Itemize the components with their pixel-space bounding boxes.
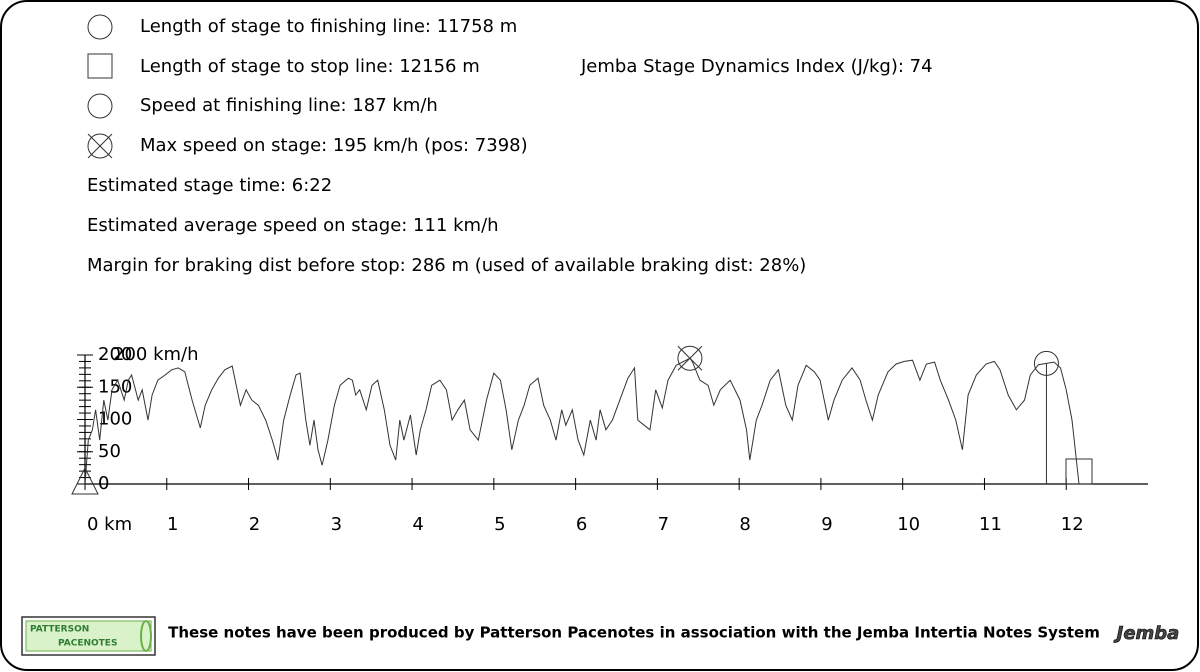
logo-text: PACENOTES (58, 639, 117, 649)
x-tick-label: 2 (249, 514, 260, 535)
speed-line (84, 357, 1080, 485)
stop-marker (1065, 458, 1093, 485)
info-line: Speed at finishing line: 187 km/h (140, 95, 438, 116)
info-line: Length of stage to stop line: 12156 m (140, 56, 480, 77)
info-line: Max speed on stage: 195 km/h (pos: 7398) (140, 135, 528, 156)
max-speed-marker (677, 345, 703, 371)
info-line: Jemba Stage Dynamics Index (J/kg): 74 (580, 56, 933, 77)
y-tick-label: 200 (98, 344, 132, 365)
x-tick-label: 9 (821, 514, 832, 535)
x-tick-label: 4 (412, 514, 423, 535)
max-speed-icon (87, 133, 113, 159)
info-line: Estimated stage time: 6:22 (87, 175, 332, 196)
x-tick-label: 0 km (87, 514, 132, 535)
finish-marker (1033, 350, 1059, 376)
info-line: Margin for braking dist before stop: 286… (87, 255, 806, 276)
footer-text: These notes have been produced by Patter… (168, 624, 1100, 642)
speed-icon (87, 93, 113, 119)
x-tick-label: 11 (979, 514, 1002, 535)
x-tick-label: 7 (658, 514, 669, 535)
info-line: Length of stage to finishing line: 11758… (140, 16, 517, 37)
finish-icon (87, 14, 113, 40)
logo: PATTERSON PACENOTES (21, 616, 156, 656)
stop-icon (87, 53, 113, 79)
brand: Jemba (1114, 623, 1180, 644)
x-tick-label: 5 (494, 514, 505, 535)
x-tick-label: 12 (1061, 514, 1084, 535)
start-marker (71, 466, 99, 495)
y-tick-label: 150 (98, 376, 132, 397)
x-tick-label: 1 (167, 514, 178, 535)
max-speed-cross (677, 345, 703, 371)
info-line: Estimated average speed on stage: 111 km… (87, 215, 499, 236)
x-tick-label: 8 (739, 514, 750, 535)
logo-text: PATTERSON (30, 625, 89, 635)
y-tick-label: 50 (98, 441, 121, 462)
y-unit-label: 200 km/h (113, 344, 199, 365)
y-tick-label: 100 (98, 409, 132, 430)
x-tick-label: 3 (331, 514, 342, 535)
y-tick-label: 0 (98, 473, 109, 494)
x-tick-label: 10 (897, 514, 920, 535)
x-tick-label: 6 (576, 514, 587, 535)
